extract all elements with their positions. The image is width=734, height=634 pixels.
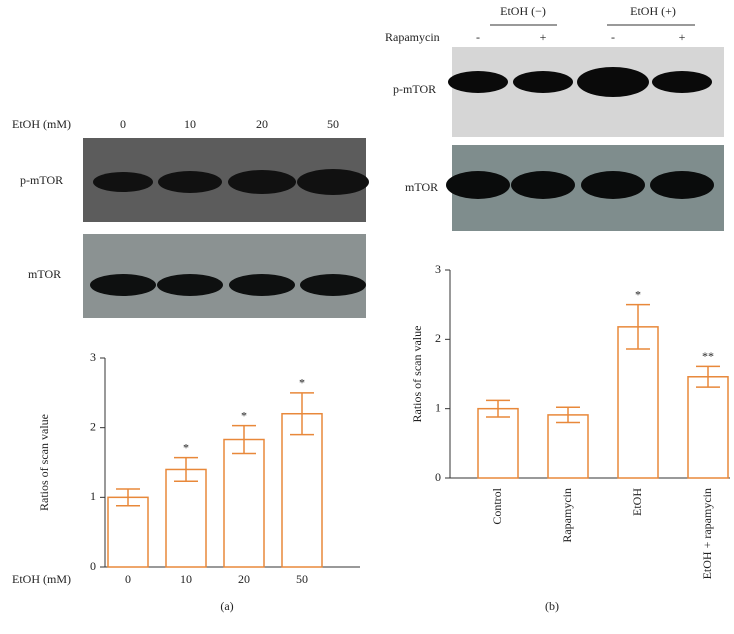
annotation: * xyxy=(241,408,247,422)
blot-band xyxy=(581,171,645,199)
blot-band xyxy=(448,71,508,93)
y-tick-label: 3 xyxy=(435,262,441,276)
blot-band xyxy=(90,274,156,296)
blot-band xyxy=(652,71,712,93)
lane-label: 0 xyxy=(120,117,126,131)
blot-treatment: Rapamycin xyxy=(385,30,440,44)
x-tick-label: 20 xyxy=(238,572,250,586)
lane-label: 50 xyxy=(327,117,339,131)
annotation: * xyxy=(299,376,305,390)
bar xyxy=(547,414,589,479)
blot-row-label: mTOR xyxy=(28,267,61,281)
y-axis-label: Ratios of scan value xyxy=(410,326,424,423)
blot-band xyxy=(157,274,223,296)
y-tick-label: 2 xyxy=(90,419,96,433)
lane-label: - xyxy=(611,30,615,44)
x-tick-label: 50 xyxy=(296,572,308,586)
x-tick-label: Control xyxy=(490,487,504,524)
blot-row-label: p-mTOR xyxy=(393,82,436,96)
x-tick-label: 0 xyxy=(125,572,131,586)
annotation: * xyxy=(183,440,189,454)
blot-header: EtOH (mM) xyxy=(12,117,71,131)
y-tick-label: 0 xyxy=(435,470,441,484)
bar xyxy=(617,326,659,479)
y-tick-label: 2 xyxy=(435,331,441,345)
lane-label: - xyxy=(476,30,480,44)
blot-band xyxy=(650,171,714,199)
blot-band xyxy=(511,171,575,199)
bar xyxy=(165,468,207,568)
y-tick-label: 0 xyxy=(90,559,96,573)
lane-label: 20 xyxy=(256,117,268,131)
blot-band xyxy=(446,171,510,199)
blot-band xyxy=(577,67,649,97)
y-tick-label: 1 xyxy=(435,400,441,414)
annotation: * xyxy=(635,287,641,301)
x-tick-label: 10 xyxy=(180,572,192,586)
bar xyxy=(281,412,323,568)
x-axis-label: EtOH (mM) xyxy=(12,572,71,586)
x-tick-label: EtOH xyxy=(630,488,644,516)
x-tick-label: EtOH + rapamycin xyxy=(700,488,714,579)
panel-label: (a) xyxy=(220,599,233,613)
blot-row-label: mTOR xyxy=(405,180,438,194)
lane-label: + xyxy=(540,30,547,44)
blot-band xyxy=(93,172,153,192)
y-tick-label: 3 xyxy=(90,350,96,364)
blot-band xyxy=(229,274,295,296)
x-tick-label: Rapamycin xyxy=(560,488,574,543)
y-axis-label: Ratios of scan value xyxy=(37,414,51,511)
bar xyxy=(223,438,265,568)
blot-band xyxy=(300,274,366,296)
blot-group: EtOH (+) xyxy=(630,4,676,18)
lane-label: 10 xyxy=(184,117,196,131)
blot-row-label: p-mTOR xyxy=(20,173,63,187)
bar xyxy=(107,496,149,568)
blot-band xyxy=(297,169,369,195)
panel-label: (b) xyxy=(545,599,559,613)
blot-band xyxy=(228,170,296,194)
bar xyxy=(477,407,519,479)
blot-band xyxy=(513,71,573,93)
bar xyxy=(687,376,729,479)
blot-group: EtOH (−) xyxy=(500,4,546,18)
lane-label: + xyxy=(679,30,686,44)
y-tick-label: 1 xyxy=(90,489,96,503)
annotation: ** xyxy=(702,349,714,363)
blot-band xyxy=(158,171,222,193)
